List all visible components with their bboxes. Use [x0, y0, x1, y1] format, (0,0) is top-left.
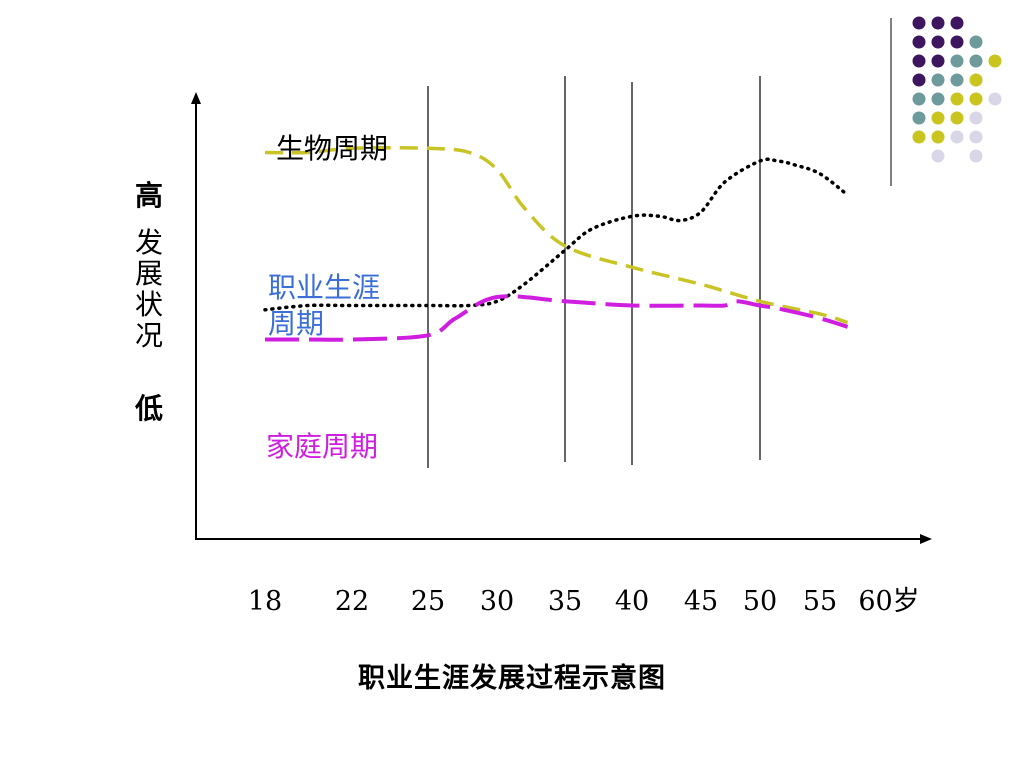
- age-divider-lines: [427, 76, 761, 468]
- y-label-char: 状: [135, 288, 163, 321]
- y-label-high: 高: [135, 179, 163, 212]
- label-career-cycle-line2: 周期: [268, 307, 324, 340]
- decorative-dot: [912, 111, 926, 125]
- x-tick-label: 60岁: [858, 586, 919, 617]
- decorative-dot: [931, 111, 945, 125]
- x-tick-label: 55: [803, 586, 837, 617]
- decorative-dot: [950, 54, 964, 68]
- decorative-dot: [912, 16, 926, 30]
- label-career-cycle: 职业生涯 周期: [268, 271, 389, 340]
- decorative-dot: [931, 35, 945, 49]
- x-tick-label: 18: [248, 586, 282, 617]
- decorative-dot: [969, 149, 983, 163]
- y-axis-arrow: [191, 92, 201, 104]
- y-label-low: 低: [134, 392, 163, 425]
- y-label-char: 展: [135, 257, 163, 290]
- decorative-dot: [931, 149, 945, 163]
- label-family-cycle: 家庭周期: [266, 430, 378, 463]
- decorative-dot: [950, 92, 964, 106]
- decorative-dot: [950, 16, 964, 30]
- decorative-dot: [950, 130, 964, 144]
- biological-cycle-line: [263, 157, 850, 312]
- x-axis-arrow: [920, 534, 932, 544]
- x-tick-label: 35: [548, 586, 582, 617]
- decorative-dot: [912, 35, 926, 49]
- decorative-dot: [931, 16, 945, 30]
- chart-caption: 职业生涯发展过程示意图: [358, 663, 666, 694]
- decorative-dot: [969, 92, 983, 106]
- decorative-dot: [931, 92, 945, 106]
- decorative-dot: [912, 54, 926, 68]
- x-tick-label: 30: [480, 586, 514, 617]
- decorative-dot: [969, 54, 983, 68]
- family-cycle-line: [265, 294, 849, 342]
- decorative-dot: [912, 130, 926, 144]
- y-label-char: 况: [135, 319, 163, 352]
- decorative-dot: [969, 111, 983, 125]
- career-cycle-line: [264, 145, 849, 325]
- decorative-dot: [969, 73, 983, 87]
- x-tick-label: 22: [335, 586, 369, 617]
- decorative-dot: [950, 73, 964, 87]
- x-tick-labels: 18 22 25 30 35 40 45 50 55 60岁: [248, 586, 920, 617]
- y-label-char: 发: [135, 226, 163, 259]
- decorative-dots: [912, 16, 1002, 163]
- decorative-dot: [969, 35, 983, 49]
- decorative-dot: [912, 73, 926, 87]
- decorative-dot: [969, 130, 983, 144]
- x-tick-label: 25: [411, 586, 445, 617]
- series-lines: [263, 145, 850, 342]
- decorative-dot: [950, 35, 964, 49]
- label-biological-cycle: 生物周期: [276, 132, 388, 165]
- x-tick-label: 50: [743, 586, 777, 617]
- x-tick-label: 45: [684, 586, 718, 617]
- decorative-dot: [931, 54, 945, 68]
- decorative-dot: [950, 111, 964, 125]
- decorative-dot: [912, 92, 926, 106]
- decorative-dot: [988, 92, 1002, 106]
- decorative-dot: [931, 73, 945, 87]
- decorative-dot: [931, 130, 945, 144]
- label-career-cycle-line1: 职业生涯: [268, 271, 380, 304]
- x-tick-label: 40: [615, 586, 649, 617]
- decorative-dot: [988, 54, 1002, 68]
